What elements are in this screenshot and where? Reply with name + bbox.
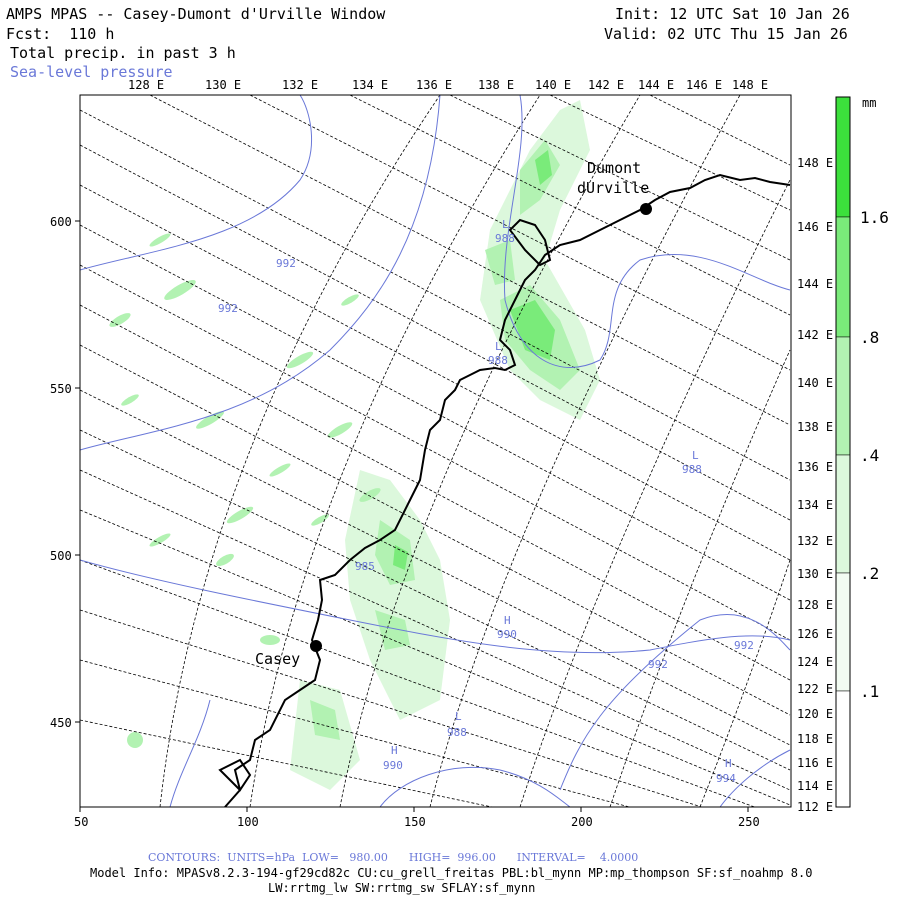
colorbar-label: .8 — [860, 328, 879, 347]
right-lon-label: 144 E — [797, 277, 833, 291]
model-info-line2: LW:rrtmg_lw SW:rrtmg_sw SFLAY:sf_mynn — [268, 881, 536, 895]
right-lon-label: 120 E — [797, 707, 833, 721]
contour-label: L — [502, 218, 509, 231]
station-label-dumont-line2: dUrville — [577, 179, 649, 197]
right-lon-label: 128 E — [797, 598, 833, 612]
y-axis-label: 600 — [50, 215, 72, 229]
top-lon-label: 148 E — [732, 78, 768, 92]
y-axis-ticks — [75, 220, 80, 723]
top-lon-label: 136 E — [416, 78, 452, 92]
plot-frame — [79, 94, 792, 808]
top-lon-label: 146 E — [686, 78, 722, 92]
colorbar-unit: mm — [862, 96, 876, 110]
colorbar-swatch — [835, 216, 851, 338]
field-name: Total precip. in past 3 h — [10, 44, 236, 62]
right-lon-label: 126 E — [797, 627, 833, 641]
colorbar-swatch — [835, 454, 851, 574]
right-lon-label: 124 E — [797, 655, 833, 669]
station-label-dumont-line1: Dumont — [587, 159, 641, 177]
colorbar-swatch — [835, 96, 851, 218]
contour-label: 994 — [716, 772, 736, 785]
right-lon-label: 112 E — [797, 800, 833, 814]
top-lon-labels: 128 E 130 E 132 E 134 E 136 E 138 E 140 … — [128, 78, 768, 92]
top-lon-label: 132 E — [282, 78, 318, 92]
contour-label: 985 — [355, 560, 375, 573]
colorbar-label: .2 — [860, 564, 879, 583]
right-lon-label: 132 E — [797, 534, 833, 548]
y-axis-label: 450 — [50, 716, 72, 730]
top-lon-label: 134 E — [352, 78, 388, 92]
right-lon-label: 138 E — [797, 420, 833, 434]
right-lon-labels: 148 E 146 E 144 E 142 E 140 E 138 E 136 … — [797, 156, 833, 814]
right-lon-label: 136 E — [797, 460, 833, 474]
slp-contours — [80, 95, 791, 807]
right-lon-label: 114 E — [797, 779, 833, 793]
colorbar: mm 1.6 .8 .4 .2 .1 — [835, 96, 889, 808]
right-lon-label: 122 E — [797, 682, 833, 696]
contour-label: 988 — [447, 726, 467, 739]
contour-label: 988 — [682, 463, 702, 476]
right-lon-label: 116 E — [797, 756, 833, 770]
y-axis-label: 500 — [50, 549, 72, 563]
contour-label: 990 — [383, 759, 403, 772]
colorbar-label: .4 — [860, 446, 879, 465]
top-lon-label: 138 E — [478, 78, 514, 92]
forecast-hour: Fcst: 110 h — [6, 25, 115, 43]
contour-label: 992 — [218, 302, 238, 315]
right-lon-label: 118 E — [797, 732, 833, 746]
init-time: Init: 12 UTC Sat 10 Jan 26 — [615, 5, 850, 23]
contour-label: 988 — [495, 232, 515, 245]
right-lon-label: 130 E — [797, 567, 833, 581]
top-lon-label: 140 E — [535, 78, 571, 92]
contour-label: 990 — [497, 628, 517, 641]
map-title: AMPS MPAS -- Casey-Dumont d'Urville Wind… — [6, 5, 386, 23]
station-label-casey: Casey — [255, 650, 300, 668]
right-lon-label: 148 E — [797, 156, 833, 170]
contour-label: 992 — [734, 639, 754, 652]
x-axis-label: 50 — [74, 815, 88, 829]
model-info: Model Info: MPASv8.2.3-194-gf29cd82c CU:… — [90, 866, 813, 880]
top-lon-label: 142 E — [588, 78, 624, 92]
x-axis-label: 150 — [404, 815, 426, 829]
colorbar-label: 1.6 — [860, 208, 889, 227]
contour-info: CONTOURS: UNITS=hPa LOW= 980.00 HIGH= 99… — [148, 851, 639, 864]
top-lon-label: 144 E — [638, 78, 674, 92]
x-axis-label: 200 — [571, 815, 593, 829]
colorbar-frame — [835, 96, 851, 808]
y-axis-labels: 600 550 500 450 — [50, 215, 72, 730]
top-lon-label: 128 E — [128, 78, 164, 92]
precip-shading — [109, 100, 600, 790]
valid-time: Valid: 02 UTC Thu 15 Jan 26 — [604, 25, 848, 43]
x-axis-label: 100 — [237, 815, 259, 829]
contour-label: H — [725, 757, 732, 770]
contour-label: H — [504, 614, 511, 627]
contour-labels: 992 992 L 988 L 988 L 988 985 H 990 992 … — [218, 218, 754, 785]
x-axis-label: 250 — [738, 815, 760, 829]
y-axis-label: 550 — [50, 382, 72, 396]
colorbar-swatch — [835, 690, 851, 808]
contour-label: L — [692, 449, 699, 462]
graticule — [80, 95, 791, 807]
casey-marker-icon — [310, 640, 322, 652]
right-lon-label: 140 E — [797, 376, 833, 390]
right-lon-label: 134 E — [797, 498, 833, 512]
x-axis-ticks — [79, 807, 749, 812]
dumont-durville-marker-icon — [640, 203, 652, 215]
contour-label: 988 — [488, 354, 508, 367]
colorbar-swatch — [835, 336, 851, 456]
contour-label: L — [455, 710, 462, 723]
contour-label: 992 — [648, 658, 668, 671]
contour-label: 992 — [276, 257, 296, 270]
x-axis-labels: 50 100 150 200 250 — [74, 815, 760, 829]
top-lon-label: 130 E — [205, 78, 241, 92]
contour-field-name: Sea-level pressure — [10, 63, 173, 81]
contour-label: H — [391, 744, 398, 757]
colorbar-label: .1 — [860, 682, 879, 701]
contour-label: L — [495, 340, 502, 353]
right-lon-label: 142 E — [797, 328, 833, 342]
colorbar-swatch — [835, 572, 851, 692]
right-lon-label: 146 E — [797, 220, 833, 234]
